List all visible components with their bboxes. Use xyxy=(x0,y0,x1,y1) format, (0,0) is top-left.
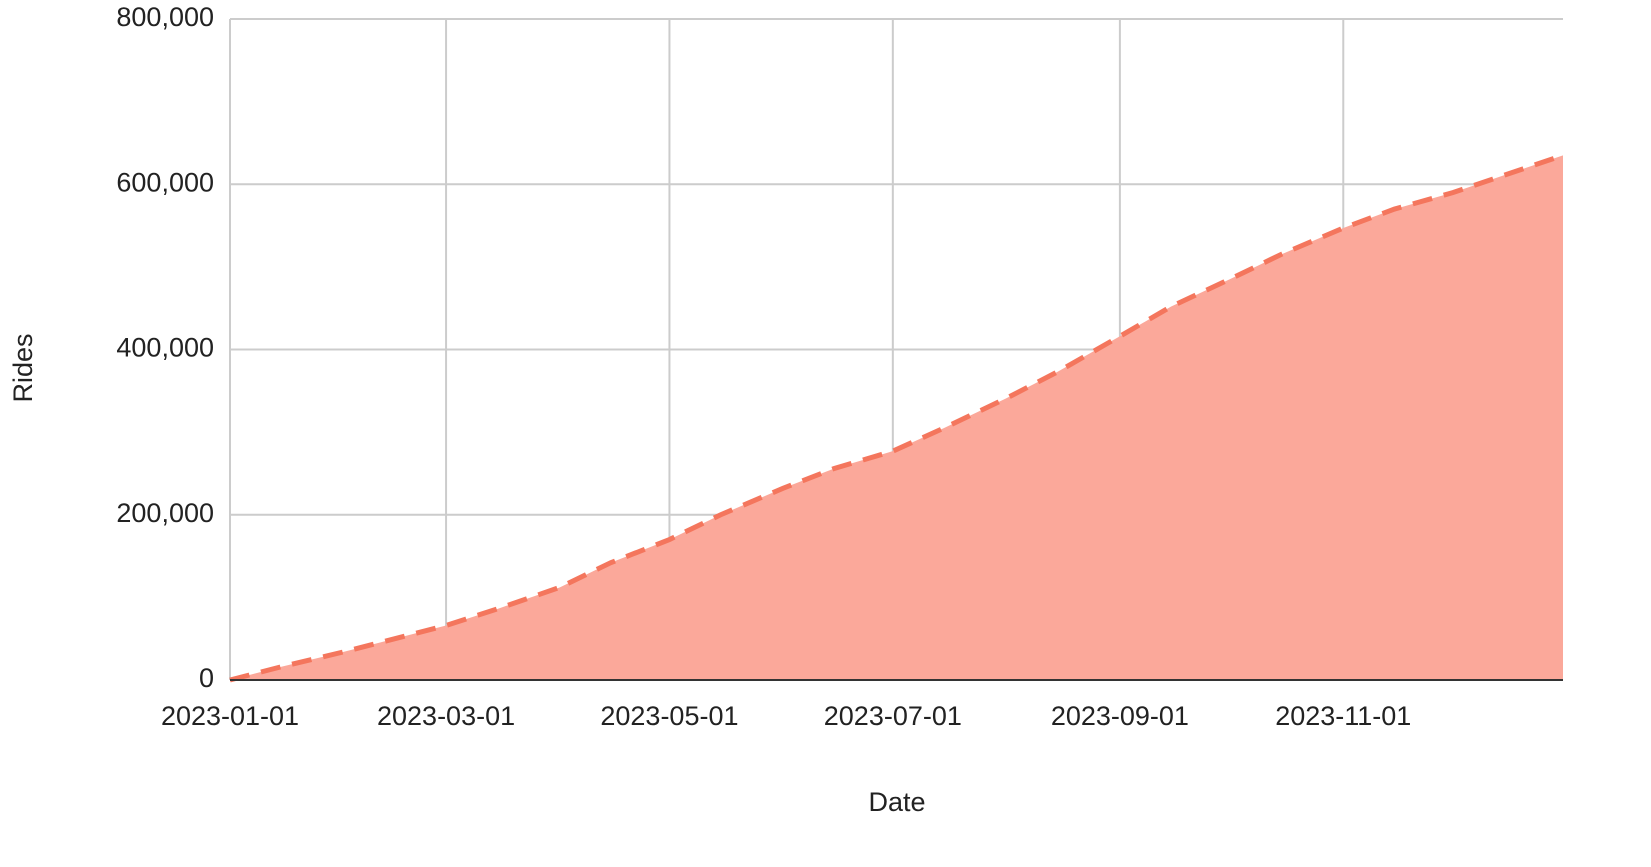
x-tick-label: 2023-01-01 xyxy=(161,701,299,731)
x-tick-label: 2023-09-01 xyxy=(1051,701,1189,731)
x-tick-label: 2023-07-01 xyxy=(824,701,962,731)
y-tick-label: 0 xyxy=(199,663,214,693)
x-tick-label: 2023-11-01 xyxy=(1275,701,1411,731)
y-axis-label: Rides xyxy=(8,333,38,402)
x-axis-label: Date xyxy=(868,787,925,817)
x-tick-label: 2023-05-01 xyxy=(600,701,738,731)
y-tick-label: 400,000 xyxy=(116,333,214,363)
y-tick-label: 800,000 xyxy=(116,2,214,32)
x-tick-label: 2023-03-01 xyxy=(377,701,515,731)
line xyxy=(229,152,1564,683)
y-tick-label: 600,000 xyxy=(116,167,214,197)
y-tick-label: 200,000 xyxy=(116,498,214,528)
area xyxy=(230,155,1563,681)
